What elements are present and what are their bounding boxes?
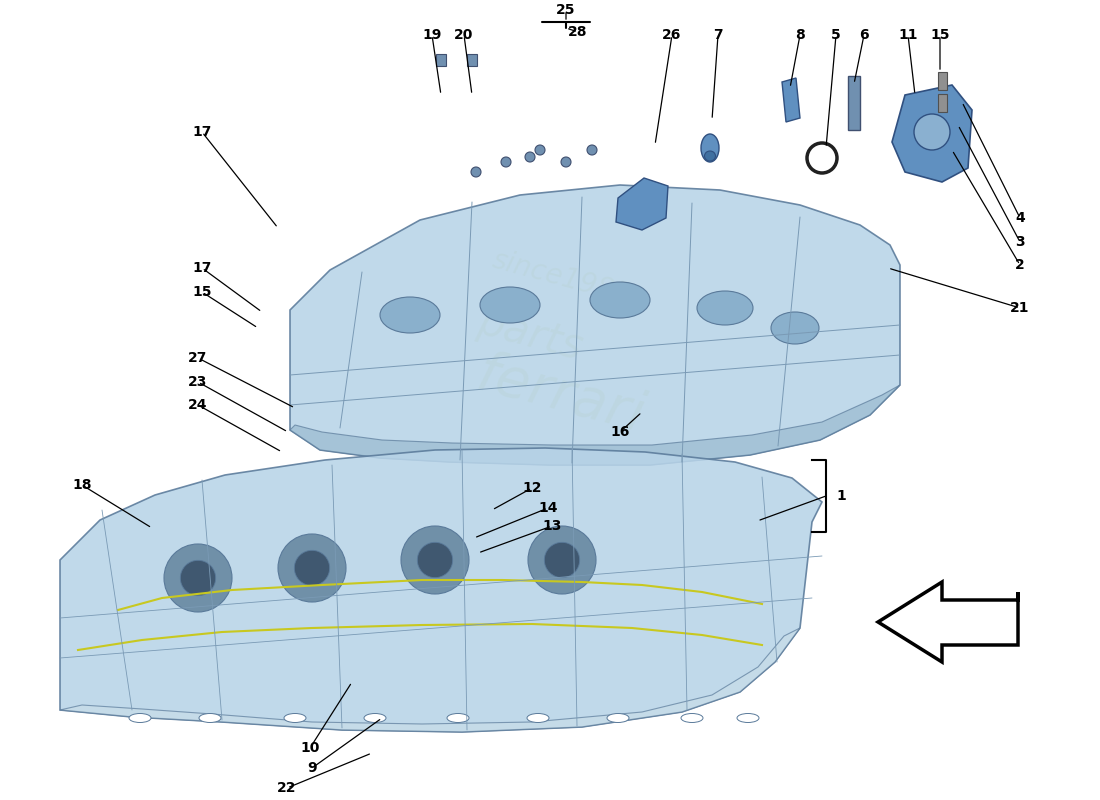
Ellipse shape [704,151,715,161]
Polygon shape [878,582,1018,662]
Text: 20: 20 [454,28,474,42]
Ellipse shape [607,714,629,722]
Text: 12: 12 [522,481,541,495]
Text: 3: 3 [1015,235,1025,249]
Polygon shape [290,385,900,465]
Polygon shape [892,85,972,182]
Text: 4: 4 [1015,211,1025,225]
Ellipse shape [681,714,703,722]
Circle shape [180,560,216,596]
Text: 7: 7 [713,28,723,42]
Polygon shape [290,185,900,465]
Text: 14: 14 [538,501,558,515]
Polygon shape [60,448,822,732]
Text: 6: 6 [859,28,869,42]
Text: 28: 28 [569,25,587,39]
Text: 21: 21 [1010,301,1030,315]
Text: 16: 16 [610,425,629,439]
Polygon shape [468,54,477,66]
Text: 2: 2 [1015,258,1025,272]
Circle shape [914,114,950,150]
Polygon shape [848,76,860,130]
Ellipse shape [527,714,549,722]
Text: 19: 19 [422,28,442,42]
Polygon shape [938,72,947,90]
Ellipse shape [447,714,469,722]
Text: 5: 5 [832,28,840,42]
Ellipse shape [737,714,759,722]
Polygon shape [436,54,446,66]
Text: 8: 8 [795,28,805,42]
Ellipse shape [480,287,540,323]
Text: 11: 11 [899,28,917,42]
Text: 25: 25 [557,3,575,17]
Polygon shape [782,78,800,122]
Text: 26: 26 [662,28,682,42]
Circle shape [500,157,512,167]
Polygon shape [60,628,800,732]
Polygon shape [616,178,668,230]
Circle shape [525,152,535,162]
Text: parts: parts [473,301,587,369]
Ellipse shape [701,134,719,162]
Text: 22: 22 [277,781,297,795]
Ellipse shape [199,714,221,722]
Text: 15: 15 [192,285,211,299]
Circle shape [528,526,596,594]
Ellipse shape [771,312,820,344]
Text: 17: 17 [192,125,211,139]
Circle shape [295,550,330,586]
Text: 27: 27 [188,351,208,365]
Polygon shape [938,94,947,112]
Ellipse shape [129,714,151,722]
Circle shape [278,534,346,602]
Ellipse shape [379,297,440,333]
Circle shape [402,526,469,594]
Circle shape [544,542,580,578]
Circle shape [561,157,571,167]
Text: 23: 23 [188,375,208,389]
Ellipse shape [364,714,386,722]
Circle shape [471,167,481,177]
Text: 1: 1 [836,489,846,503]
Circle shape [164,544,232,612]
Text: 10: 10 [300,741,320,755]
Circle shape [587,145,597,155]
Circle shape [417,542,453,578]
Text: 9: 9 [307,761,317,775]
Text: 18: 18 [73,478,91,492]
Text: since1985: since1985 [490,246,635,310]
Text: ferrari: ferrari [471,347,650,443]
Text: 13: 13 [542,519,562,533]
Circle shape [535,145,544,155]
Ellipse shape [590,282,650,318]
Ellipse shape [284,714,306,722]
Text: 15: 15 [931,28,949,42]
Ellipse shape [697,291,754,325]
Text: 24: 24 [188,398,208,412]
Text: 17: 17 [192,261,211,275]
